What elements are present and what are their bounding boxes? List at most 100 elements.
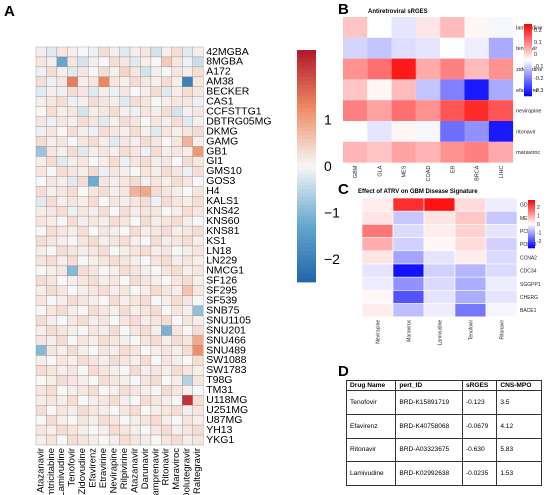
heatmap-a-cell <box>192 355 204 366</box>
heatmap-c-cell <box>485 197 518 212</box>
heatmap-a-cell <box>182 315 193 326</box>
heatmap-a-cell <box>192 196 204 207</box>
colorbar-c-segment <box>528 237 535 239</box>
heatmap-c-cell <box>485 290 518 304</box>
heatmap-a-cell <box>119 196 131 207</box>
heatmap-a-cell <box>88 365 99 376</box>
heatmap-c-cell <box>423 263 456 278</box>
heatmap-a-cell <box>35 405 47 416</box>
colorbar-a-segment <box>297 204 316 209</box>
heatmap-a-cell <box>46 385 58 396</box>
colorbar-c-segment <box>528 227 535 230</box>
heatmap-a-cell <box>35 355 47 366</box>
heatmap-a-cell <box>88 405 99 416</box>
colorbar-c-segment <box>528 230 535 232</box>
colorbar-a-segment <box>297 251 316 256</box>
heatmap-a-cell <box>98 285 110 296</box>
heatmap-b-cell <box>343 121 368 142</box>
heatmap-b-cell <box>343 79 368 101</box>
heatmap-a-cell <box>98 414 110 426</box>
heatmap-a-cell <box>46 295 58 306</box>
heatmap-a-cell <box>171 355 183 366</box>
heatmap-b-row-label: nevirapine <box>516 109 541 115</box>
heatmap-a-cell <box>171 46 183 58</box>
table-header-cell: CNS-MPO <box>496 380 542 391</box>
heatmap-b-cell <box>440 58 465 80</box>
heatmap-a-cell <box>88 56 99 68</box>
colorbar-a-segment <box>297 247 316 252</box>
heatmap-c-cell <box>392 290 425 304</box>
heatmap-a-row-label: T98G <box>206 374 232 386</box>
heatmap-c-cell <box>361 197 394 212</box>
heatmap-a-cell <box>88 46 99 58</box>
heatmap-a-cell <box>35 146 47 157</box>
heatmap-a-cell <box>140 96 152 107</box>
colorbar-a-segment <box>297 77 316 82</box>
heatmap-b-cell <box>367 100 392 121</box>
table-row: Tenofovir BRD-K15891719 -0.123 3.5 <box>345 390 542 415</box>
heatmap-a-cell <box>129 424 141 436</box>
heatmap-a-cell <box>150 116 162 127</box>
colorbar-a-segment <box>297 138 316 144</box>
colorbar-a-segment <box>297 243 316 248</box>
heatmap-a-cell <box>150 414 162 426</box>
heatmap-a-cell <box>35 156 47 167</box>
colorbar-c-segment <box>528 208 535 210</box>
heatmap-a-cell <box>67 375 78 386</box>
heatmap-a-cell <box>161 166 173 177</box>
heatmap-b: lamivudinetenofovirzidovudineefavirenzne… <box>343 17 542 181</box>
heatmap-a-cell <box>35 325 47 336</box>
table-cell: Lamivudine <box>345 461 397 486</box>
heatmap-a-cell <box>182 56 193 68</box>
heatmap-a-cell <box>182 186 193 197</box>
heatmap-a-cell <box>119 345 131 356</box>
colorbar-c-segment <box>528 226 535 228</box>
heatmap-a-cell <box>88 196 99 207</box>
heatmap-a-cell <box>192 96 204 107</box>
heatmap-a-cell <box>67 215 78 227</box>
colorbar-a-tick: −2 <box>324 251 340 267</box>
table-header-cell: Drug Name <box>345 380 397 391</box>
heatmap-a-cell <box>161 206 173 217</box>
heatmap-b-cell <box>367 17 392 38</box>
colorbar-a-segment <box>297 92 316 97</box>
heatmap-a-cell <box>35 176 47 187</box>
heatmap-a-cell <box>192 146 204 157</box>
drug-table: Drug Name pert_ID sRGES CNS-MPO Tenofovi… <box>345 380 542 486</box>
heatmap-a-cell <box>88 206 99 217</box>
heatmap-a-cell <box>171 385 183 396</box>
heatmap-a-cell <box>150 365 162 376</box>
colorbar-c-segment <box>528 210 535 213</box>
heatmap-a-cell <box>108 375 120 386</box>
heatmap-a-cell <box>119 355 131 366</box>
heatmap-a-cell <box>56 405 68 416</box>
heatmap-a-cell <box>108 385 120 396</box>
heatmap-a-column-label: Ritonavir <box>161 448 172 486</box>
heatmap-c-cell <box>454 263 487 278</box>
heatmap-a-cell <box>171 414 183 426</box>
heatmap-a-cell <box>67 365 78 376</box>
heatmap-a-cell <box>119 295 131 306</box>
heatmap-a-cell <box>150 375 162 386</box>
heatmap-a-cell <box>67 146 78 157</box>
heatmap-a-cell <box>129 166 141 177</box>
heatmap-b-cell <box>367 79 392 101</box>
heatmap-a-cell <box>119 76 131 87</box>
heatmap-b-column-label: GLA <box>377 165 383 176</box>
heatmap-a-cell <box>67 116 78 127</box>
heatmap-a-cell <box>129 395 141 406</box>
heatmap-a-cell <box>77 405 89 416</box>
heatmap-a-cell <box>140 375 152 386</box>
heatmap-a-cell <box>77 275 89 286</box>
colorbar-c-segment <box>528 246 535 249</box>
heatmap-a-cell <box>161 434 173 446</box>
heatmap-a-cell <box>129 46 141 58</box>
colorbar-c-segment <box>528 214 535 216</box>
heatmap-a-cell <box>35 345 47 356</box>
heatmap-a-cell <box>161 186 173 197</box>
colorbar-a-segment <box>297 111 316 117</box>
heatmap-a-cell <box>140 46 152 58</box>
heatmap-a-cell <box>119 255 131 267</box>
heatmap-a-cell <box>98 206 110 217</box>
heatmap-a-cell <box>150 136 162 147</box>
